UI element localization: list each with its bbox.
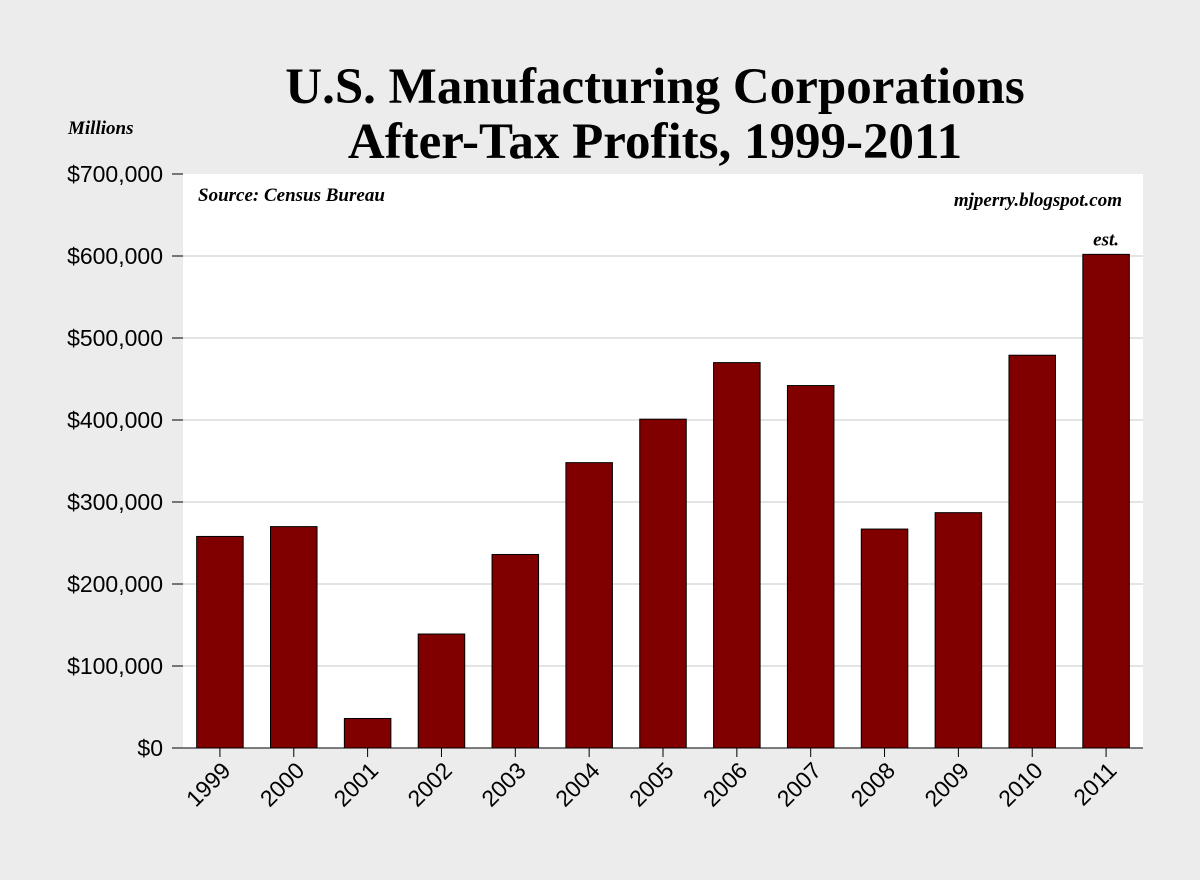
y-tick-label: $400,000 xyxy=(67,407,163,433)
x-tick-label: 2000 xyxy=(255,757,310,812)
bar-2011 xyxy=(1082,253,1130,749)
y-axis-ticks: $0 $100,000 $200,000 $300,000 $400,000 $500,0… xyxy=(67,161,183,761)
bar-2001 xyxy=(343,717,392,749)
x-tick-label: 2008 xyxy=(846,757,901,812)
bar-2010 xyxy=(1008,354,1056,749)
bar-2006 xyxy=(713,362,761,749)
x-tick-label: 1999 xyxy=(181,757,236,812)
x-tick-label: 2009 xyxy=(919,757,974,812)
bar-2009 xyxy=(934,512,983,749)
y-tick-label: $300,000 xyxy=(67,489,163,515)
bar-2008 xyxy=(860,528,909,749)
x-tick-label: 2006 xyxy=(698,757,753,812)
y-tick-label: $100,000 xyxy=(67,653,163,679)
x-tick-label: 2001 xyxy=(329,757,384,812)
x-tick-label: 2011 xyxy=(1068,757,1121,810)
y-tick-label: $0 xyxy=(137,735,163,761)
bar-1999 xyxy=(196,535,244,749)
y-tick-label: $200,000 xyxy=(67,571,163,597)
chart-title-line-2: After-Tax Profits, 1999-2011 xyxy=(348,114,962,170)
chart-title-line-1: U.S. Manufacturing Corporations xyxy=(285,59,1025,115)
y-axis-label: Millions xyxy=(67,118,133,139)
bar-2005 xyxy=(639,418,687,749)
watermark-annotation: mjperry.blogspot.com xyxy=(954,190,1122,211)
estimate-annotation: est. xyxy=(1093,229,1119,250)
x-tick-label: 2002 xyxy=(402,757,457,812)
bar-2007 xyxy=(786,385,835,749)
x-tick-label: 2003 xyxy=(476,757,531,812)
y-tick-label: $700,000 xyxy=(67,161,163,187)
y-tick-label: $600,000 xyxy=(67,243,163,269)
bar-2003 xyxy=(491,553,540,749)
bar-2002 xyxy=(417,633,466,749)
x-tick-label: 2010 xyxy=(993,757,1048,812)
x-tick-label: 2004 xyxy=(550,757,605,812)
x-tick-label: 2007 xyxy=(772,757,827,812)
bars xyxy=(196,253,1130,749)
x-tick-label: 2005 xyxy=(624,757,679,812)
bar-2004 xyxy=(565,462,613,749)
y-tick-label: $500,000 xyxy=(67,325,163,351)
x-axis-ticks: 1999 2000 2001 2002 2003 2004 2005 2006 2007 2008… xyxy=(181,748,1122,812)
source-annotation: Source: Census Bureau xyxy=(198,185,385,206)
bar-2000 xyxy=(270,526,318,749)
